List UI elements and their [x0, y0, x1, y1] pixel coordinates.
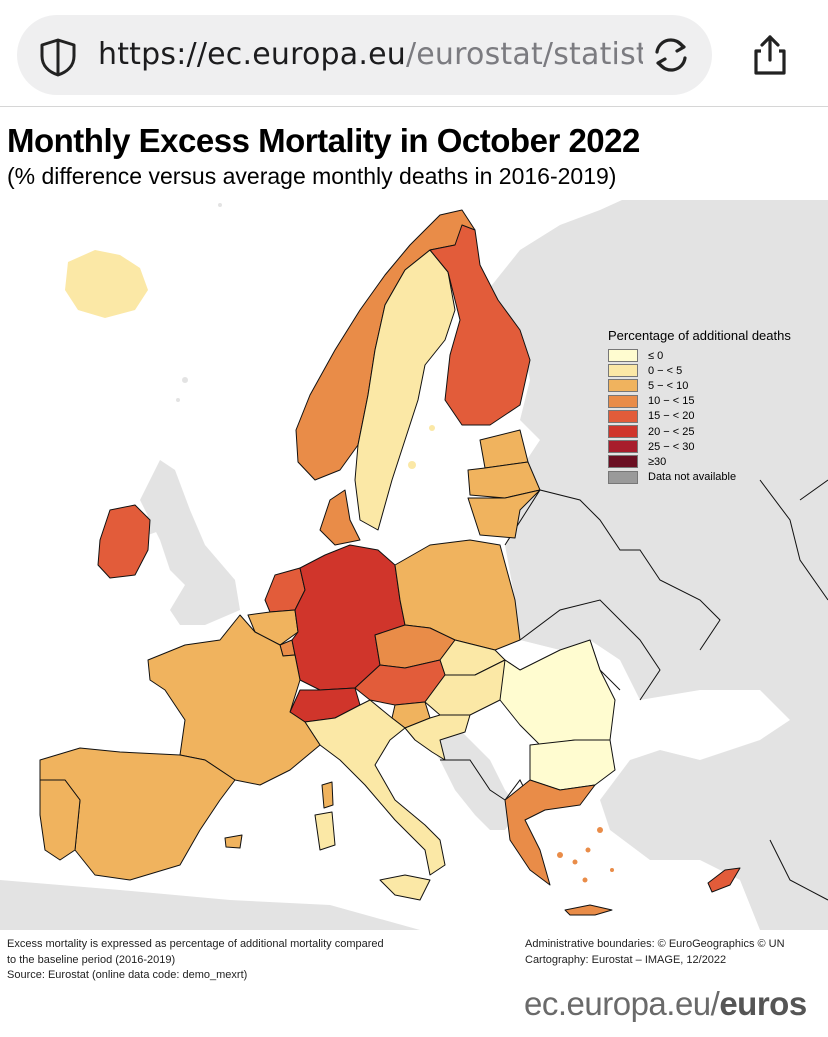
footnote: Excess mortality is expressed as percent… — [7, 937, 487, 984]
legend-swatch — [608, 364, 638, 378]
legend-label: 0 − < 5 — [648, 364, 683, 377]
credits: Administrative boundaries: © EuroGeograp… — [525, 937, 828, 968]
cartography-credit: Cartography: Eurostat – IMAGE, 12/2022 — [525, 953, 727, 966]
country-balearics — [224, 834, 243, 849]
admin-boundaries-credit: Administrative boundaries: © EuroGeograp… — [525, 938, 785, 950]
legend-swatch — [608, 470, 638, 484]
country-croatia — [404, 714, 471, 761]
eurostat-brand: ec.europa.eu/euros — [524, 985, 807, 1023]
legend-item: 5 − < 10 — [608, 378, 828, 393]
non-eu-borders — [440, 479, 828, 901]
legend-item: 0 − < 5 — [608, 363, 828, 378]
legend-label: 5 − < 10 — [648, 379, 689, 392]
url-text[interactable]: https://ec.europa.eu/eurostat/statisti..… — [98, 33, 643, 77]
country-portugal — [39, 779, 81, 861]
country-iceland — [65, 250, 148, 318]
legend-item: ≤ 0 — [608, 348, 828, 363]
country-france — [147, 614, 321, 786]
reload-icon[interactable] — [648, 35, 694, 75]
country-sardinia — [314, 811, 336, 851]
legend-swatch — [608, 379, 638, 393]
legend-item: 10 − < 15 — [608, 394, 828, 409]
share-icon[interactable] — [748, 32, 792, 78]
islands — [557, 827, 614, 883]
europe-map — [0, 198, 828, 930]
address-bar[interactable] — [17, 15, 712, 95]
country-corsica — [321, 781, 334, 809]
legend-item: Data not available — [608, 470, 828, 485]
eu-countries — [39, 209, 741, 916]
source-note: Source: Eurostat (online data code: demo… — [7, 969, 248, 981]
country-lithuania — [467, 489, 541, 539]
baltic-islands — [408, 425, 435, 469]
footnote-line: Excess mortality is expressed as percent… — [7, 938, 384, 950]
map-subtitle: (% difference versus average monthly dea… — [7, 163, 617, 189]
url-host: https://ec.europa.eu — [98, 37, 406, 72]
legend-item: 25 − < 30 — [608, 439, 828, 454]
country-finland — [429, 224, 531, 426]
shield-icon[interactable] — [36, 37, 80, 77]
country-romania — [499, 639, 616, 746]
map-legend: Percentage of additional deaths ≤ 0 0 − … — [608, 328, 828, 485]
brand-light: ec.europa.eu/ — [524, 985, 720, 1022]
legend-label: 25 − < 30 — [648, 440, 695, 453]
country-cyprus — [707, 867, 741, 893]
legend-label: Data not available — [648, 471, 737, 484]
legend-label: 15 − < 20 — [648, 410, 695, 423]
legend-swatch — [608, 409, 638, 423]
non-eu-land — [0, 200, 828, 930]
country-poland — [394, 539, 521, 651]
country-sicily — [379, 874, 431, 901]
country-crete — [564, 904, 613, 916]
legend-label: ≤ 0 — [648, 349, 664, 362]
legend-title: Percentage of additional deaths — [608, 328, 791, 343]
legend-item: ≥30 — [608, 454, 828, 469]
legend-swatch — [608, 425, 638, 439]
brand-bold: euros — [719, 985, 807, 1022]
country-greece — [504, 779, 596, 886]
map-title: Monthly Excess Mortality in October 2022 — [7, 122, 640, 159]
legend-swatch — [608, 455, 638, 469]
url-path: /eurostat/statisti... — [405, 37, 643, 72]
legend-item: 15 − < 20 — [608, 409, 828, 424]
legend-label: 20 − < 25 — [648, 425, 695, 438]
country-italy — [304, 699, 446, 876]
country-sweden — [354, 249, 456, 531]
legend-swatch — [608, 394, 638, 408]
legend-label: 10 − < 15 — [648, 395, 695, 408]
browser-toolbar: https://ec.europa.eu/eurostat/statisti..… — [0, 0, 828, 107]
country-denmark — [319, 489, 361, 546]
legend-swatch — [608, 349, 638, 363]
footnote-line: to the baseline period (2016-2019) — [7, 953, 176, 966]
legend-label: ≥30 — [648, 455, 667, 468]
legend-item: 20 − < 25 — [608, 424, 828, 439]
country-ireland — [97, 504, 151, 579]
legend-swatch — [608, 440, 638, 454]
